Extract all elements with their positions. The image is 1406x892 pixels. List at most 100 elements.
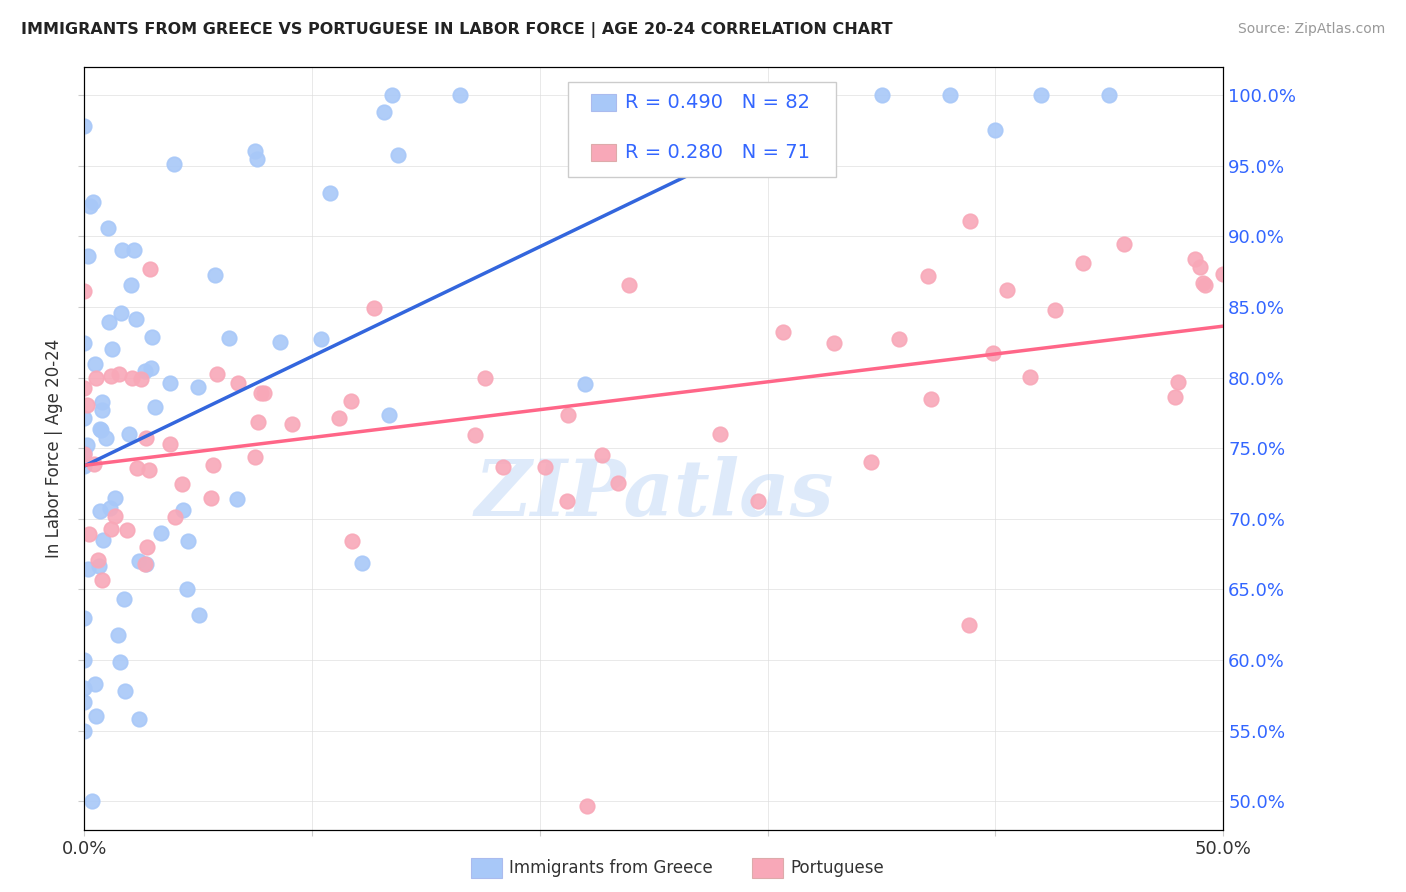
Point	[204, 268, 226, 283]
Point	[73, 723, 96, 738]
Point	[328, 410, 350, 425]
Point	[801, 88, 824, 103]
Point	[73, 410, 96, 425]
Point	[1191, 277, 1213, 291]
Point	[200, 491, 222, 505]
Text: Source: ZipAtlas.com: Source: ZipAtlas.com	[1237, 22, 1385, 37]
Point	[202, 458, 225, 472]
Point	[120, 278, 142, 293]
Point	[91, 395, 114, 409]
Point	[118, 426, 141, 441]
Point	[80, 794, 103, 808]
Point	[135, 540, 157, 554]
Point	[756, 88, 779, 103]
FancyBboxPatch shape	[568, 82, 837, 178]
Point	[373, 104, 395, 119]
Point	[172, 502, 194, 516]
Point	[104, 491, 127, 505]
Point	[73, 381, 96, 395]
Point	[575, 798, 598, 813]
Text: Portuguese: Portuguese	[790, 859, 884, 877]
Point	[107, 628, 129, 642]
Point	[607, 475, 630, 490]
Point	[218, 331, 240, 345]
Point	[1212, 267, 1234, 281]
Point	[870, 88, 893, 103]
Point	[73, 653, 96, 667]
Point	[122, 244, 145, 258]
Point	[226, 491, 249, 506]
Point	[87, 559, 110, 574]
Point	[83, 457, 105, 471]
Point	[1167, 375, 1189, 389]
Point	[73, 447, 96, 461]
Point	[492, 459, 515, 474]
Point	[134, 558, 156, 572]
Point	[104, 508, 127, 523]
Point	[108, 655, 131, 669]
Point	[617, 277, 640, 292]
Point	[253, 385, 276, 400]
Point	[90, 423, 112, 437]
Point	[91, 533, 114, 547]
Point	[128, 712, 150, 726]
Point	[163, 157, 186, 171]
Point	[939, 88, 962, 103]
Point	[138, 262, 160, 277]
Point	[76, 398, 98, 412]
Point	[112, 591, 135, 606]
Point	[111, 243, 134, 257]
Point	[139, 361, 162, 376]
Point	[352, 556, 374, 570]
Point	[1029, 88, 1052, 103]
Point	[772, 325, 794, 339]
Point	[340, 394, 363, 409]
Point	[250, 385, 273, 400]
Point	[73, 445, 96, 459]
Point	[129, 372, 152, 386]
Point	[177, 533, 200, 548]
Point	[79, 199, 101, 213]
Point	[709, 427, 731, 442]
Point	[981, 346, 1004, 360]
Point	[243, 144, 266, 158]
Point	[747, 494, 769, 508]
Point	[887, 332, 910, 346]
Point	[449, 88, 471, 103]
Point	[591, 448, 613, 462]
Point	[77, 249, 100, 263]
Point	[1019, 369, 1042, 384]
Point	[860, 455, 883, 469]
Point	[1043, 303, 1066, 318]
Point	[620, 88, 643, 103]
Point	[89, 422, 111, 436]
Point	[205, 367, 228, 381]
Point	[246, 152, 269, 166]
Point	[100, 522, 122, 536]
Point	[114, 684, 136, 698]
Point	[163, 509, 186, 524]
Point	[917, 269, 939, 284]
Point	[920, 392, 942, 406]
Point	[73, 284, 96, 298]
Point	[574, 376, 596, 391]
Y-axis label: In Labor Force | Age 20-24: In Labor Force | Age 20-24	[45, 339, 63, 558]
Point	[84, 709, 107, 723]
Point	[188, 608, 211, 623]
Point	[176, 582, 198, 596]
Point	[76, 438, 98, 452]
Point	[121, 371, 143, 385]
Point	[108, 367, 131, 381]
Point	[557, 408, 579, 422]
Point	[474, 371, 496, 385]
Text: IMMIGRANTS FROM GREECE VS PORTUGUESE IN LABOR FORCE | AGE 20-24 CORRELATION CHAR: IMMIGRANTS FROM GREECE VS PORTUGUESE IN …	[21, 22, 893, 38]
Point	[117, 523, 139, 537]
Point	[1194, 277, 1216, 292]
Point	[381, 88, 404, 103]
Point	[170, 477, 193, 491]
Point	[128, 554, 150, 568]
Text: R = 0.280   N = 71: R = 0.280 N = 71	[626, 143, 810, 161]
Text: ZIPatlas: ZIPatlas	[474, 456, 834, 533]
Point	[387, 148, 409, 162]
Point	[143, 401, 166, 415]
